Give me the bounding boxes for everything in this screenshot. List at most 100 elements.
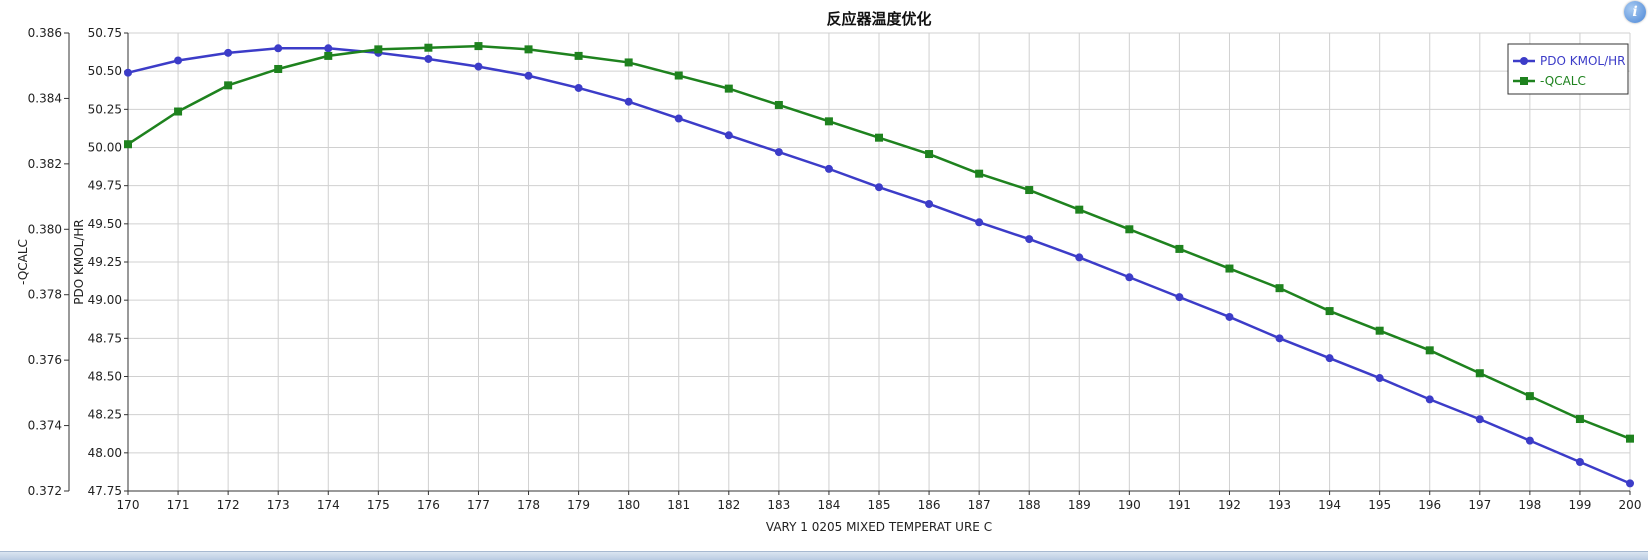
data-point-pdo-kmol-hr: [1525, 436, 1534, 445]
qcalc-tick-label: 0.380: [28, 222, 62, 236]
pdo-axis-label: PDO KMOL/HR: [72, 219, 86, 305]
data-point-pdo-kmol-hr: [975, 218, 984, 227]
pdo-tick-label: 50.25: [88, 102, 122, 116]
data-point-qcalc: [1275, 284, 1284, 293]
data-point-pdo-kmol-hr: [224, 48, 233, 57]
x-tick-label: 194: [1318, 498, 1341, 512]
pdo-tick-label: 50.00: [88, 141, 122, 155]
data-point-qcalc: [424, 43, 433, 52]
data-point-qcalc: [324, 51, 333, 60]
data-point-qcalc: [374, 45, 383, 54]
data-point-qcalc: [1575, 415, 1584, 424]
info-icon[interactable]: i: [1624, 1, 1646, 23]
data-point-pdo-kmol-hr: [1225, 312, 1234, 321]
data-point-pdo-kmol-hr: [524, 71, 533, 80]
data-point-qcalc: [1025, 186, 1034, 195]
data-point-qcalc: [925, 150, 934, 159]
data-point-pdo-kmol-hr: [474, 62, 483, 71]
data-point-pdo-kmol-hr: [925, 199, 934, 208]
data-point-qcalc: [574, 51, 583, 60]
chart-title: 反应器温度优化: [826, 10, 931, 28]
data-point-pdo-kmol-hr: [1075, 253, 1084, 262]
x-tick-label: 196: [1418, 498, 1441, 512]
legend-marker: [1520, 57, 1528, 65]
data-point-qcalc: [474, 42, 483, 51]
data-point-qcalc: [1075, 205, 1084, 214]
pdo-tick-label: 48.75: [88, 331, 122, 345]
legend-label: -QCALC: [1540, 74, 1586, 88]
x-tick-label: 175: [367, 498, 390, 512]
data-point-qcalc: [124, 140, 132, 149]
data-point-qcalc: [875, 133, 883, 142]
data-point-qcalc: [224, 81, 233, 90]
pdo-tick-label: 48.25: [88, 408, 122, 422]
x-tick-label: 185: [868, 498, 891, 512]
data-point-qcalc: [1525, 392, 1534, 401]
qcalc-axis-label: -QCALC: [16, 239, 30, 285]
x-tick-label: 190: [1118, 498, 1141, 512]
x-tick-label: 182: [717, 498, 740, 512]
window-status-bar: [0, 551, 1648, 560]
qcalc-tick-label: 0.386: [28, 26, 62, 40]
pdo-tick-label: 48.00: [88, 446, 122, 460]
x-tick-label: 186: [918, 498, 941, 512]
data-point-qcalc: [674, 71, 683, 80]
x-tick-label: 176: [417, 498, 440, 512]
x-tick-label: 199: [1568, 498, 1591, 512]
x-tick-label: 197: [1468, 498, 1491, 512]
x-tick-label: 174: [317, 498, 340, 512]
legend-marker: [1520, 77, 1528, 85]
x-tick-label: 173: [267, 498, 290, 512]
pdo-tick-label: 49.25: [88, 255, 122, 269]
pdo-tick-label: 50.50: [88, 64, 122, 78]
data-point-qcalc: [1125, 225, 1134, 234]
data-point-pdo-kmol-hr: [674, 114, 683, 123]
x-tick-label: 191: [1168, 498, 1191, 512]
data-point-pdo-kmol-hr: [774, 148, 783, 157]
x-tick-label: 184: [817, 498, 840, 512]
qcalc-tick-label: 0.378: [28, 288, 62, 302]
x-tick-label: 181: [667, 498, 690, 512]
data-point-qcalc: [774, 100, 783, 109]
x-tick-label: 177: [467, 498, 490, 512]
x-tick-label: 189: [1068, 498, 1091, 512]
data-point-pdo-kmol-hr: [624, 97, 633, 106]
data-point-qcalc: [174, 107, 183, 116]
x-tick-label: 198: [1518, 498, 1541, 512]
x-tick-label: 172: [217, 498, 240, 512]
data-point-qcalc: [975, 169, 984, 178]
legend-box: [1507, 43, 1629, 95]
data-point-qcalc: [1175, 244, 1184, 253]
data-point-pdo-kmol-hr: [1325, 354, 1334, 363]
data-point-pdo-kmol-hr: [124, 68, 132, 77]
x-tick-label: 178: [517, 498, 540, 512]
data-point-pdo-kmol-hr: [724, 131, 733, 140]
data-point-pdo-kmol-hr: [1125, 273, 1134, 282]
data-point-qcalc: [1475, 369, 1484, 378]
x-tick-label: 187: [968, 498, 991, 512]
x-tick-label: 188: [1018, 498, 1041, 512]
data-point-pdo-kmol-hr: [424, 54, 433, 63]
x-tick-label: 179: [567, 498, 590, 512]
data-point-qcalc: [274, 64, 283, 73]
data-point-pdo-kmol-hr: [1375, 374, 1384, 383]
data-point-qcalc: [1225, 264, 1234, 273]
data-point-pdo-kmol-hr: [1475, 415, 1484, 424]
data-point-pdo-kmol-hr: [1175, 293, 1184, 302]
data-point-qcalc: [624, 58, 633, 67]
x-tick-label: 183: [767, 498, 790, 512]
data-point-pdo-kmol-hr: [174, 56, 183, 65]
x-tick-label: 200: [1619, 498, 1642, 512]
data-point-pdo-kmol-hr: [1626, 479, 1634, 488]
data-point-pdo-kmol-hr: [1275, 334, 1284, 343]
data-point-qcalc: [824, 117, 833, 126]
data-point-qcalc: [1375, 326, 1384, 335]
data-point-pdo-kmol-hr: [1425, 395, 1434, 404]
data-point-pdo-kmol-hr: [274, 44, 283, 53]
qcalc-tick-label: 0.374: [28, 419, 62, 433]
pdo-tick-label: 49.00: [88, 293, 122, 307]
x-tick-label: 170: [117, 498, 140, 512]
data-point-qcalc: [1626, 434, 1634, 443]
x-tick-label: 171: [167, 498, 190, 512]
